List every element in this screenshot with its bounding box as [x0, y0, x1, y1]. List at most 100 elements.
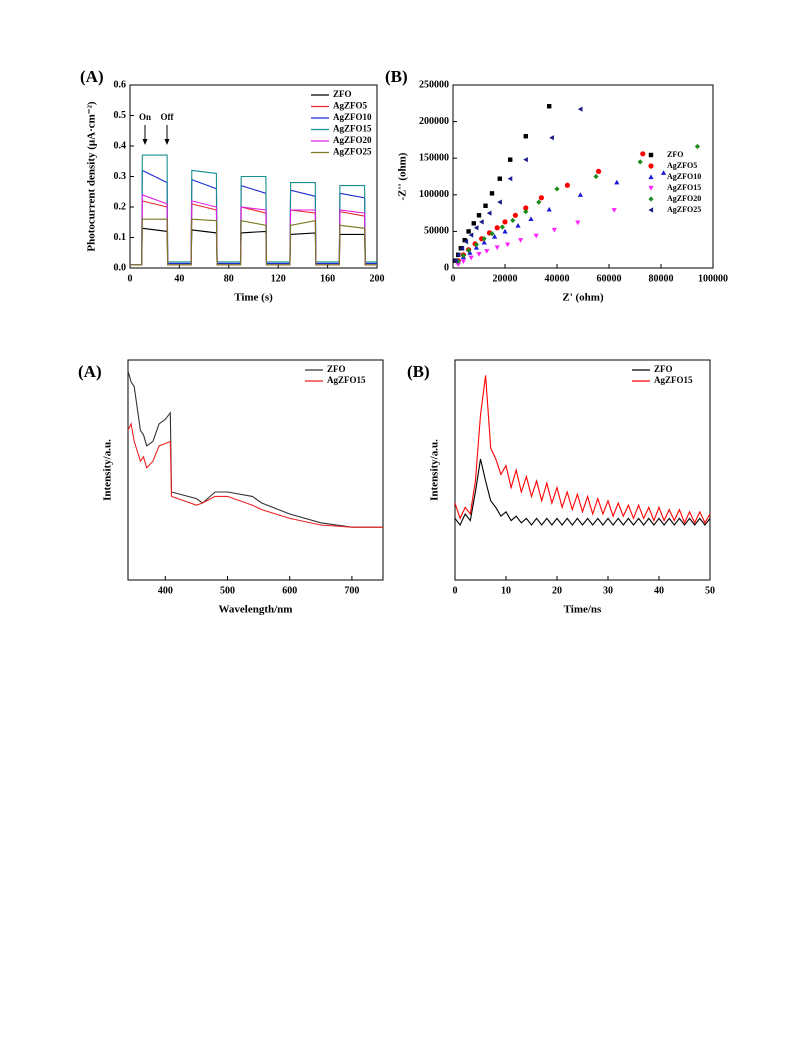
- x-tick-label: 50: [705, 585, 715, 596]
- legend-label: AgZFO25: [667, 205, 701, 214]
- scatter-point: [575, 220, 581, 226]
- y-tick-label: 0.0: [114, 262, 127, 273]
- scatter-point: [476, 252, 482, 257]
- legend-label: AgZFO10: [667, 172, 701, 181]
- scatter-point: [486, 210, 492, 216]
- y-tick-label: 200000: [419, 116, 449, 127]
- legend-label: AgZFO25: [333, 147, 372, 157]
- x-tick-label: 40000: [545, 273, 570, 284]
- scatter-point: [455, 262, 461, 267]
- x-tick-label: 80: [224, 273, 234, 284]
- scatter-point: [533, 233, 539, 239]
- scatter-point: [502, 219, 508, 225]
- scatter-point: [489, 191, 495, 196]
- scatter-point: [523, 157, 528, 163]
- x-axis-label: Wavelength/nm: [219, 604, 293, 616]
- scatter-point: [614, 179, 620, 185]
- scatter-point: [661, 170, 667, 175]
- scatter-point: [455, 258, 461, 265]
- y-tick-label: 0.2: [114, 201, 127, 212]
- x-tick-label: 0: [453, 585, 458, 596]
- x-axis-label: Z' (ohm): [562, 292, 604, 304]
- series-line: [130, 218, 377, 266]
- scatter-point: [467, 250, 473, 255]
- annotation-arrowhead: [142, 139, 148, 145]
- scatter-point: [499, 224, 505, 230]
- x-tick-label: 160: [320, 273, 335, 284]
- legend-label: ZFO: [333, 89, 352, 99]
- legend-marker: [648, 185, 654, 191]
- scatter-point: [507, 176, 513, 182]
- x-tick-label: 10: [501, 585, 511, 596]
- scatter-point: [637, 159, 643, 165]
- x-axis-label: Time/ns: [564, 604, 602, 616]
- legend-marker: [648, 152, 654, 158]
- y-axis-label: Photocurrent density (μA·cm⁻²): [86, 101, 98, 252]
- legend-label: AgZFO20: [667, 194, 701, 203]
- scatter-point: [459, 245, 465, 251]
- legend-label: AgZFO15: [654, 375, 693, 385]
- scatter-point: [546, 206, 552, 212]
- series-line: [127, 370, 383, 528]
- scatter-point: [593, 173, 599, 180]
- scatter-point: [694, 143, 700, 150]
- panel-label: (A): [80, 67, 104, 86]
- scatter-point: [468, 232, 474, 238]
- scatter-point: [507, 157, 513, 162]
- scatter-point: [483, 203, 488, 208]
- annotation: Off: [161, 112, 175, 122]
- scatter-point: [510, 217, 516, 224]
- x-axis-label: Time (s): [234, 292, 273, 304]
- scatter-point: [515, 222, 521, 228]
- scatter-point: [577, 192, 583, 197]
- y-tick-label: 0.5: [114, 110, 127, 121]
- scatter-point: [549, 135, 554, 141]
- scatter-point: [536, 199, 542, 205]
- scatter-point: [564, 182, 571, 188]
- legend-label: AgZFO10: [333, 112, 372, 122]
- y-tick-label: 0.4: [114, 140, 127, 151]
- scatter-point: [523, 134, 529, 139]
- legend-label: AgZFO5: [667, 161, 697, 170]
- x-tick-label: 400: [158, 585, 173, 596]
- legend-marker: [648, 196, 654, 202]
- scatter-point: [554, 186, 560, 192]
- y-axis-label: -Z'' (ohm): [397, 152, 409, 200]
- scatter-point: [463, 239, 469, 245]
- legend-marker: [648, 163, 654, 169]
- scatter-point: [455, 252, 461, 258]
- legend-label: ZFO: [654, 364, 673, 374]
- scatter-point: [523, 209, 529, 215]
- y-axis-label: Intensity/a.u.: [102, 439, 114, 501]
- y-tick-label: 0.3: [114, 171, 127, 182]
- x-tick-label: 0: [451, 273, 456, 284]
- x-tick-label: 20: [552, 585, 562, 596]
- x-tick-label: 100000: [698, 273, 728, 284]
- x-tick-label: 0: [128, 273, 133, 284]
- x-tick-label: 120: [271, 273, 286, 284]
- y-tick-label: 150000: [419, 152, 449, 163]
- scatter-point: [518, 238, 524, 243]
- annotation-arrowhead: [164, 139, 170, 145]
- plot-frame: [452, 84, 714, 269]
- x-tick-label: 200: [370, 273, 385, 284]
- legend-label: AgZFO5: [333, 101, 368, 111]
- scatter-point: [492, 233, 498, 239]
- scatter-point: [468, 255, 474, 261]
- scatter-point: [473, 225, 479, 231]
- legend-label: AgZFO15: [333, 124, 372, 134]
- series-line: [454, 458, 711, 527]
- y-tick-label: 100000: [419, 189, 449, 200]
- x-tick-label: 700: [344, 585, 359, 596]
- scatter-point: [473, 241, 479, 248]
- scatter-point: [473, 244, 479, 250]
- scatter-point: [596, 168, 602, 174]
- panel-label: (B): [385, 67, 408, 86]
- scatter-point: [462, 237, 467, 243]
- scatter-point: [497, 199, 502, 205]
- x-tick-label: 60000: [597, 273, 622, 284]
- y-axis-label: Intensity/a.u.: [429, 439, 441, 501]
- x-tick-label: 600: [282, 585, 297, 596]
- y-tick-label: 250000: [419, 79, 449, 90]
